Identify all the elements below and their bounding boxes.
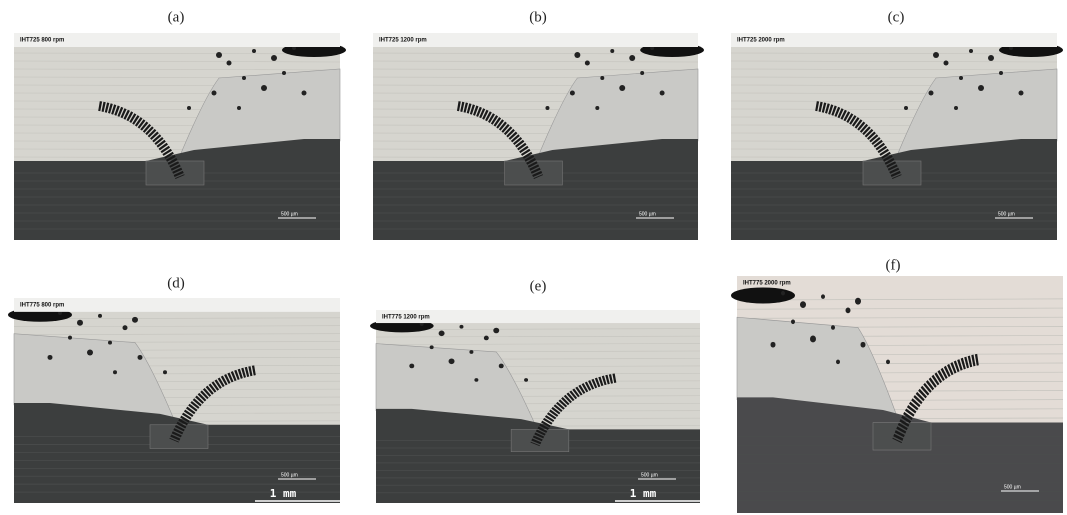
caption: IHT775 2000 rpm: [743, 281, 791, 287]
scale-label: 500 µm: [639, 211, 656, 217]
pore: [132, 317, 138, 323]
pore: [227, 61, 232, 66]
scale-label-2: 1 mm: [270, 487, 297, 500]
pore: [999, 71, 1003, 75]
pore: [836, 360, 840, 365]
pore: [499, 364, 504, 369]
pore: [886, 360, 890, 365]
scale-label: 500 µm: [281, 472, 298, 478]
pore: [474, 378, 478, 382]
pore: [87, 349, 93, 355]
pore: [163, 370, 167, 374]
pore: [212, 91, 217, 96]
pore: [302, 91, 307, 96]
pore: [585, 61, 590, 66]
pore: [904, 106, 908, 110]
pore: [216, 52, 222, 58]
pore: [619, 85, 625, 91]
panel-label: (c): [888, 9, 905, 25]
pore: [570, 91, 575, 96]
pore: [252, 49, 256, 53]
pore: [271, 55, 277, 61]
panel-label: (a): [168, 9, 185, 25]
panel-label: (b): [529, 9, 547, 25]
micrograph: [14, 33, 346, 240]
caption: IHT725 1200 rpm: [379, 38, 427, 44]
pore: [187, 106, 191, 110]
pore: [944, 61, 949, 66]
pore: [800, 301, 806, 308]
pore: [68, 336, 72, 340]
pore: [933, 52, 939, 58]
pore: [524, 378, 528, 382]
pore: [640, 71, 644, 75]
panel-label: (d): [167, 275, 185, 291]
pore: [988, 55, 994, 61]
pore: [237, 106, 241, 110]
pore: [629, 55, 635, 61]
pore: [469, 350, 473, 354]
pore: [831, 325, 835, 330]
pore: [781, 291, 785, 296]
pore: [261, 85, 267, 91]
panel-label: (e): [530, 278, 547, 294]
scale-label-2: 1 mm: [630, 487, 657, 500]
pore: [846, 307, 851, 313]
pore: [545, 106, 549, 110]
scale-label: 500 µm: [281, 211, 298, 217]
scale-label: 500 µm: [1004, 484, 1021, 490]
pore: [449, 358, 455, 364]
pore: [969, 49, 973, 53]
pore: [459, 325, 463, 329]
caption: IHT725 800 rpm: [20, 38, 64, 44]
pore: [810, 336, 816, 343]
pore: [595, 106, 599, 110]
pore: [954, 106, 958, 110]
pore: [978, 85, 984, 91]
pore: [855, 298, 861, 305]
pore: [282, 71, 286, 75]
pore: [108, 341, 112, 345]
pore: [123, 325, 128, 330]
pore: [660, 91, 665, 96]
caption: IHT725 2000 rpm: [737, 38, 785, 44]
pore: [771, 342, 776, 348]
void: [731, 287, 795, 303]
pore: [929, 91, 934, 96]
micrograph: [731, 276, 1063, 513]
pore: [959, 76, 963, 80]
pore: [861, 342, 866, 348]
pore: [484, 336, 489, 341]
pore: [493, 328, 499, 334]
panel-label: (f): [886, 257, 901, 273]
micrograph: [731, 33, 1063, 240]
pore: [242, 76, 246, 80]
pore: [821, 294, 825, 299]
pore: [48, 355, 53, 360]
scale-label: 500 µm: [998, 211, 1015, 217]
micrograph: [373, 33, 704, 240]
pore: [791, 320, 795, 325]
pore: [77, 320, 83, 326]
pore: [610, 49, 614, 53]
pore: [138, 355, 143, 360]
caption: IHT775 800 rpm: [20, 303, 64, 309]
caption: IHT775 1200 rpm: [382, 315, 430, 321]
scale-label: 500 µm: [641, 472, 658, 478]
pore: [430, 345, 434, 349]
pore: [113, 370, 117, 374]
pore: [439, 331, 445, 337]
pore: [409, 364, 414, 369]
pore: [98, 314, 102, 318]
figure: (a) IHT725 800 rpm 500 µm (b) IHT725 1200 rp…: [0, 0, 1067, 515]
pore: [574, 52, 580, 58]
pore: [600, 76, 604, 80]
pore: [1019, 91, 1024, 96]
